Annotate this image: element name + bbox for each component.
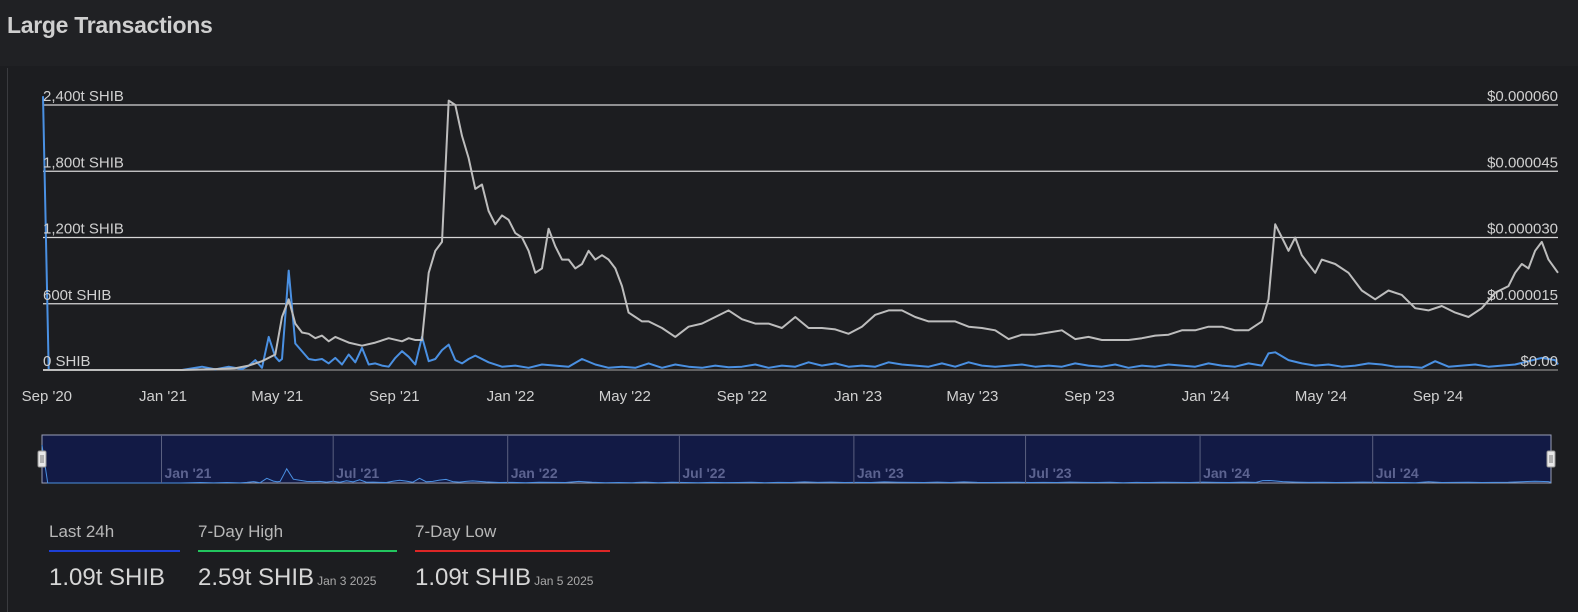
navigator-window: [41, 434, 1552, 484]
stat-value: 1.09t SHIB Jan 5 2025: [415, 564, 594, 591]
navigator-label: Jul '22: [682, 465, 725, 481]
x-tick-label: Sep '22: [717, 388, 767, 405]
navigator-label: Jul '21: [336, 465, 379, 481]
stat-7day-high: 7-Day High 2.59t SHIB Jan 3 2025: [198, 522, 397, 592]
x-tick-label: Jan '24: [1182, 388, 1230, 405]
y-left-tick-label: 1,200t SHIB: [43, 221, 124, 238]
x-tick-label: Sep '20: [22, 388, 72, 405]
navigator-label: Jan '23: [857, 465, 904, 481]
navigator[interactable]: Jan '21 Jul '21 Jan '22 Jul '22 Jan '23 Jul '…: [37, 434, 1556, 484]
header: Large Transactions: [0, 0, 1578, 66]
right-handle[interactable]: [1546, 450, 1556, 468]
navigator-label: Jul '23: [1029, 465, 1072, 481]
navigator-series-line: [41, 444, 1552, 484]
y-right-tick-label: $0.000030: [1487, 221, 1558, 238]
x-tick-label: Jan '22: [487, 388, 535, 405]
x-tick-label: May '24: [1295, 388, 1347, 405]
y-left-tick-label: 2,400t SHIB: [43, 88, 124, 105]
stat-bar: [49, 550, 180, 552]
x-tick-label: Sep '21: [369, 388, 419, 405]
handle-grip-icon: [1546, 450, 1556, 468]
stats-panel: Last 24h 1.09t SHIB 7-Day High 2.59t SHI…: [0, 522, 1578, 612]
series-line: [43, 99, 1559, 371]
x-tick-label: Sep '23: [1064, 388, 1114, 405]
y-left-tick-label: 600t SHIB: [43, 287, 111, 304]
series-layer: [42, 96, 1559, 371]
x-tick-label: May '21: [251, 388, 303, 405]
x-tick-label: May '23: [946, 388, 998, 405]
y-right-tick-label: $0.000060: [1487, 88, 1558, 105]
stat-value: 1.09t SHIB: [49, 564, 166, 591]
stat-label: 7-Day Low: [415, 522, 497, 541]
page-title: Large Transactions: [7, 12, 213, 38]
stat-date: Jan 3 2025: [317, 574, 377, 588]
navigator-label: Jan '21: [165, 465, 212, 481]
navigator-label: Jan '24: [1203, 465, 1250, 481]
x-tick-label: Jan '23: [834, 388, 882, 405]
y-left-tick-label: 0 SHIB: [43, 353, 91, 370]
handle-grip-icon: [37, 450, 47, 468]
axis-labels: 0 SHIB $0.00 600t SHIB $0.000015 1,200t SHIB…: [22, 88, 1558, 405]
y-right-tick-label: $0.000015: [1487, 287, 1558, 304]
stat-last-24h: Last 24h 1.09t SHIB: [49, 522, 180, 592]
grid: [43, 104, 1558, 371]
y-left-tick-label: 1,800t SHIB: [43, 154, 124, 171]
stat-7day-low: 7-Day Low 1.09t SHIB Jan 5 2025: [415, 522, 610, 592]
x-tick-label: Sep '24: [1413, 388, 1463, 405]
stat-date: Jan 5 2025: [534, 574, 594, 588]
left-handle[interactable]: [37, 450, 47, 468]
stat-value: 2.59t SHIB Jan 3 2025: [198, 564, 377, 591]
stat-bar: [198, 550, 397, 552]
x-tick-label: May '22: [599, 388, 651, 405]
series-line: [42, 96, 1559, 371]
x-tick-label: Jan '21: [139, 388, 187, 405]
y-right-tick-label: $0.000045: [1487, 154, 1558, 171]
divider: [7, 68, 8, 612]
stat-bar: [415, 550, 610, 552]
navigator-label: Jan '22: [511, 465, 558, 481]
stat-label: Last 24h: [49, 522, 115, 541]
navigator-label: Jul '24: [1376, 465, 1419, 481]
y-right-tick-label: $0.00: [1520, 353, 1558, 370]
stat-label: 7-Day High: [198, 522, 284, 541]
